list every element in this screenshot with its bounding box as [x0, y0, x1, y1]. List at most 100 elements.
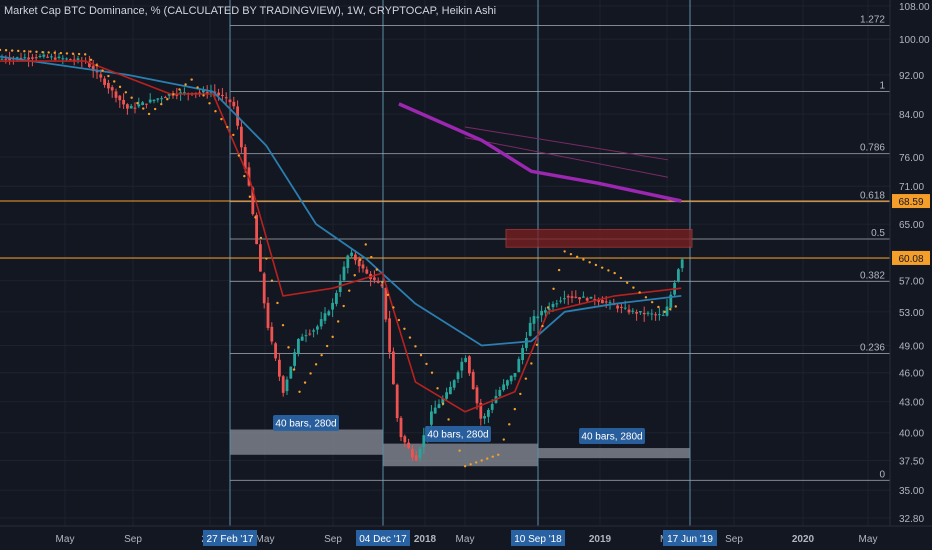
candle-body	[4, 58, 8, 60]
time-tick-label: May	[256, 534, 275, 545]
candle-body	[487, 409, 490, 417]
sar-dot	[287, 346, 290, 349]
sar-dot	[65, 52, 69, 55]
candle-body	[616, 305, 619, 309]
candle-body	[342, 266, 346, 280]
sar-dot	[502, 438, 505, 441]
sar-dot	[101, 69, 104, 72]
candle-body	[540, 310, 543, 316]
time-axis-background	[0, 526, 932, 550]
sar-dot	[265, 257, 268, 260]
candle-body	[133, 107, 137, 109]
sar-dot	[83, 53, 87, 56]
sar-dot	[519, 392, 522, 396]
candle-body	[148, 99, 152, 103]
sar-dot	[663, 310, 666, 314]
candle-body	[490, 403, 494, 410]
candle-body	[308, 333, 312, 335]
candle-body	[627, 309, 631, 313]
price-tick-label: 40.00	[899, 429, 924, 440]
sar-dot	[298, 390, 301, 393]
price-tick-label: 84.00	[899, 110, 924, 121]
sar-dot	[588, 261, 591, 264]
candle-body	[209, 91, 213, 93]
candle-body	[129, 105, 133, 109]
sar-dot	[107, 74, 110, 78]
price-tick-label: 49.00	[899, 342, 924, 353]
sar-dot	[248, 195, 252, 198]
sar-dot	[4, 49, 8, 52]
candle-body	[388, 318, 391, 353]
candle-body	[217, 92, 220, 96]
candle-body	[361, 264, 365, 269]
sar-dot	[342, 304, 345, 308]
candle-body	[517, 359, 521, 373]
candle-body	[418, 448, 422, 459]
candle-body	[422, 435, 426, 448]
sar-dot	[237, 154, 241, 157]
price-label-box	[892, 194, 930, 209]
sar-dot	[124, 91, 128, 94]
sar-dot	[530, 362, 533, 365]
sar-dot	[497, 453, 500, 456]
price-label-value: 60.08	[898, 254, 923, 265]
candle-body	[620, 306, 623, 308]
candle-body	[483, 416, 486, 419]
candle-body	[27, 57, 30, 60]
sar-dot	[359, 258, 362, 262]
candle-body	[300, 336, 304, 341]
sar-dot	[563, 250, 566, 253]
candle-body	[521, 347, 524, 361]
sar-dot	[184, 83, 187, 86]
sar-dot	[569, 252, 573, 256]
sar-dot	[392, 306, 395, 309]
time-tick-label: Sep	[124, 534, 142, 545]
fib-level-label: 0.382	[860, 270, 885, 281]
candle-body	[65, 58, 68, 60]
candle-body	[384, 287, 388, 320]
candle-body	[654, 314, 657, 316]
sar-dot	[71, 52, 75, 55]
sar-dot	[607, 269, 610, 272]
candle-body	[441, 398, 445, 404]
sar-dot	[403, 327, 406, 330]
candle-body	[680, 259, 684, 269]
candle-body	[262, 273, 266, 304]
sar-dot	[657, 305, 660, 309]
candle-body	[460, 361, 464, 371]
sar-dot	[320, 353, 323, 357]
candle-body	[232, 101, 236, 107]
sar-dot	[208, 102, 211, 105]
sar-dot	[463, 465, 467, 468]
candle-body	[574, 296, 578, 298]
candle-body	[293, 352, 296, 366]
price-tick-label: 71.00	[899, 182, 924, 193]
candle-body	[479, 402, 483, 419]
candle-body	[475, 387, 479, 404]
candle-body	[380, 284, 384, 287]
candle-body	[103, 78, 106, 85]
candle-body	[156, 98, 160, 100]
sar-dot	[89, 58, 93, 61]
time-tick-label: 2018	[414, 534, 437, 545]
sar-dot	[625, 281, 629, 284]
candle-body	[266, 302, 270, 328]
sar-dot	[600, 266, 604, 269]
long-ma-line	[398, 102, 682, 203]
candle-body	[506, 380, 509, 386]
price-tick-label: 43.00	[899, 398, 924, 409]
candle-body	[623, 307, 627, 309]
sar-dot	[469, 463, 472, 466]
candles-group	[0, 50, 684, 462]
candle-body	[452, 380, 456, 388]
candle-body	[635, 312, 638, 314]
sar-dot	[10, 49, 14, 52]
fib-level-label: 0	[879, 469, 885, 480]
sar-dot	[113, 80, 116, 83]
candle-body	[589, 296, 593, 299]
sar-dot	[166, 98, 169, 101]
sar-dot	[130, 96, 133, 99]
sar-dot	[35, 50, 38, 54]
candle-body	[57, 56, 61, 58]
